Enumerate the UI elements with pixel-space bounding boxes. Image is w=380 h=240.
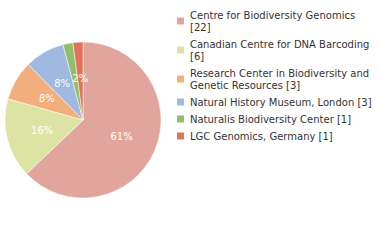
svg-text:Canadian Centre for DNA Barcod: Canadian Centre for DNA Barcoding: [190, 39, 373, 50]
svg-text:8%: 8%: [39, 93, 55, 104]
svg-text:Centre for Biodiversity Genomi: Centre for Biodiversity Genomics: [190, 10, 358, 21]
svg-text:[22]: [22]: [190, 22, 211, 33]
svg-text:Natural History Museum, London: Natural History Museum, London [3]: [190, 97, 372, 108]
svg-text:[6]: [6]: [190, 51, 204, 62]
svg-text:8%: 8%: [54, 78, 70, 89]
svg-text:61%: 61%: [110, 131, 132, 142]
svg-text:16%: 16%: [31, 125, 53, 136]
svg-text:Naturalis Biodiversity Center: Naturalis Biodiversity Center [1]: [190, 114, 351, 125]
svg-text:LGC Genomics, Germany [1]: LGC Genomics, Germany [1]: [190, 131, 333, 142]
svg-text:2%: 2%: [72, 73, 88, 84]
svg-text:Research Center in Biodiversit: Research Center in Biodiversity and: [190, 68, 372, 79]
svg-text:Genetic Resources [3]: Genetic Resources [3]: [190, 80, 300, 91]
